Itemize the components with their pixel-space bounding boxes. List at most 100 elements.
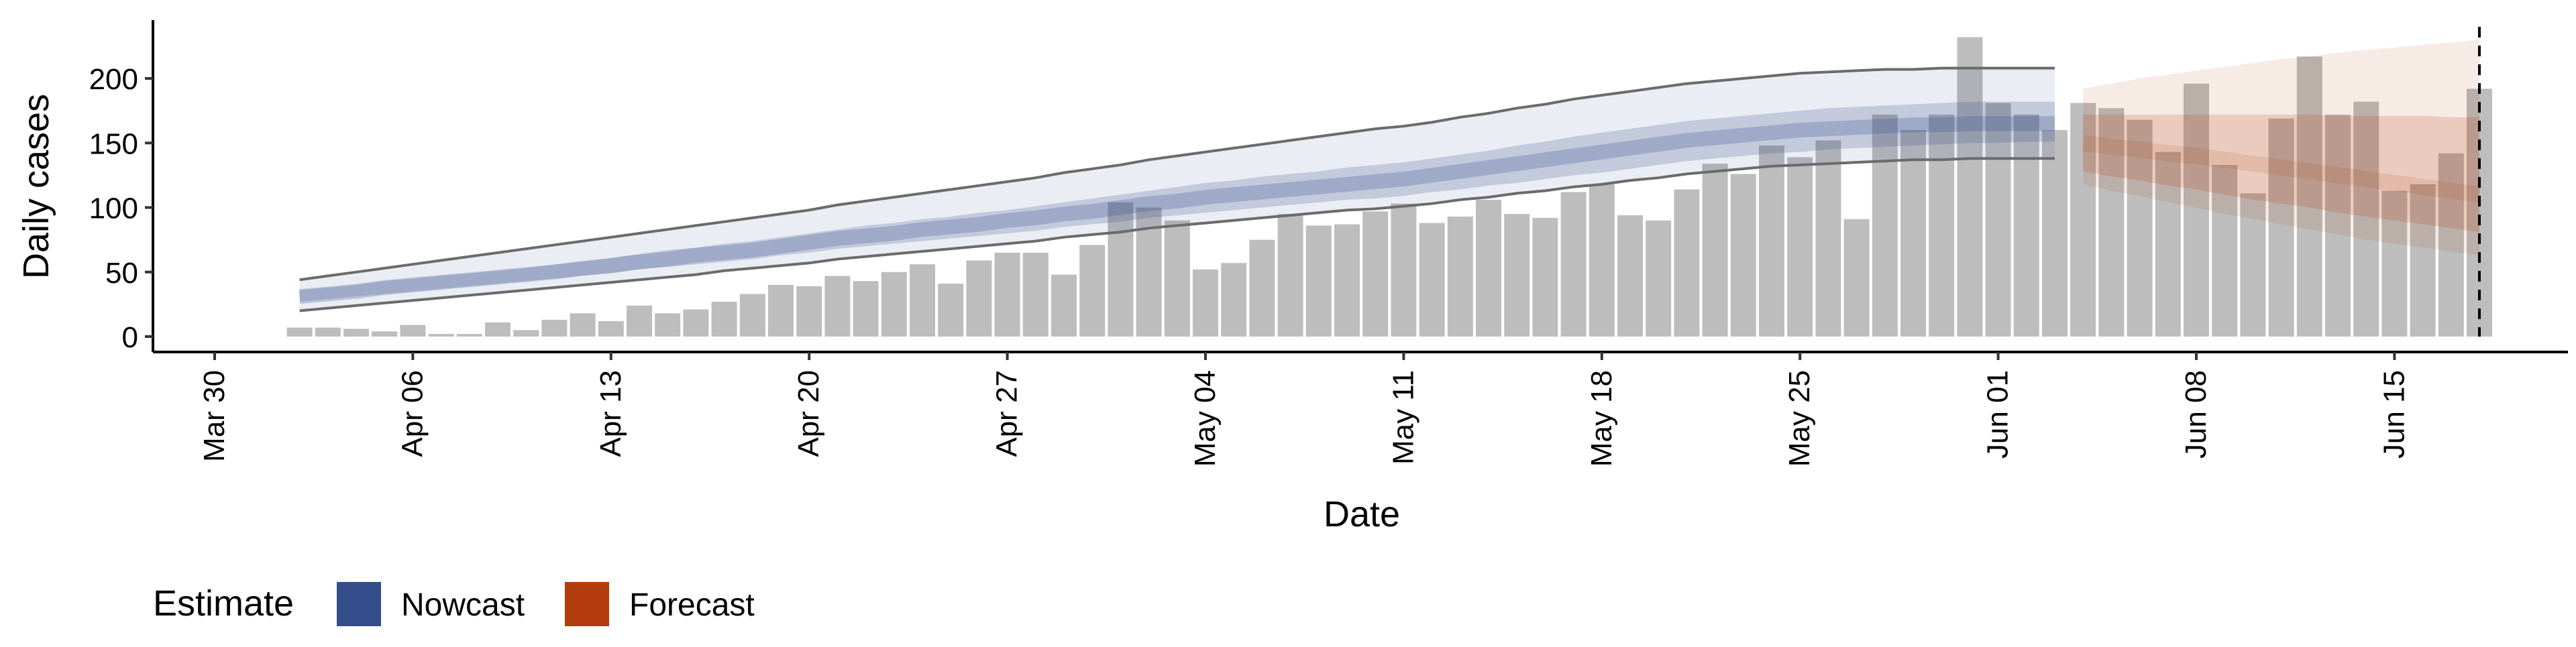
bar — [2013, 114, 2039, 337]
forecast-inner-band — [2083, 114, 2479, 233]
bar — [853, 281, 879, 337]
x-tick-label: Jun 01 — [1982, 370, 2015, 459]
legend-label-nowcast: Nowcast — [401, 587, 525, 623]
bar — [1617, 215, 1643, 337]
bar — [1305, 225, 1332, 337]
bar — [1646, 220, 1672, 337]
bar — [428, 334, 454, 337]
bar — [796, 286, 822, 337]
bar — [2212, 164, 2238, 337]
bar — [1532, 217, 1558, 337]
y-tick-label: 100 — [89, 192, 138, 225]
bar — [2296, 56, 2322, 337]
x-tick-label: Jun 08 — [2180, 370, 2212, 459]
bar — [1702, 164, 1728, 337]
y-tick-label: 150 — [89, 127, 138, 160]
bar — [1674, 189, 1700, 337]
bar — [1079, 245, 1106, 337]
bar — [372, 331, 398, 337]
legend-swatch-nowcast — [337, 582, 381, 626]
bar — [1815, 140, 1841, 337]
nowcast-inner-band — [299, 101, 2055, 302]
bar — [598, 320, 624, 337]
forecast-outer-band — [2083, 40, 2479, 255]
bar — [627, 305, 652, 337]
bar — [2127, 119, 2153, 337]
x-tick-label: May 11 — [1387, 370, 1419, 465]
bar — [966, 260, 992, 337]
bar — [2353, 101, 2379, 337]
bar — [1929, 114, 1955, 337]
bar — [400, 325, 426, 337]
bar — [1985, 103, 2011, 337]
bar — [513, 330, 539, 337]
nowcast-median-line — [299, 116, 2055, 304]
bar — [938, 284, 964, 337]
bar — [739, 294, 765, 337]
bar — [1787, 157, 1813, 337]
x-tick-label: May 25 — [1783, 370, 1816, 467]
y-tick-label: 200 — [89, 63, 138, 96]
bar — [1900, 130, 1926, 337]
bar — [1504, 214, 1530, 337]
legend-title: Estimate — [153, 583, 294, 624]
bar — [1476, 199, 1501, 337]
bar — [683, 309, 709, 337]
bar — [711, 302, 737, 337]
bar — [1249, 239, 1275, 337]
bar — [655, 313, 681, 337]
bar — [1022, 252, 1049, 337]
bar — [1277, 214, 1303, 337]
bar — [881, 272, 907, 337]
bar — [2325, 114, 2351, 337]
bar-group — [286, 37, 2492, 337]
bar — [1108, 202, 1134, 337]
x-tick-label: Apr 20 — [792, 370, 825, 457]
bar — [1164, 220, 1190, 337]
bar — [2098, 108, 2125, 337]
x-tick-label: Jun 15 — [2377, 370, 2410, 459]
bar — [1957, 37, 1983, 337]
bar — [2240, 193, 2266, 337]
bar — [994, 252, 1020, 337]
bar — [768, 285, 794, 337]
bar — [1759, 145, 1784, 337]
bar — [1589, 184, 1615, 337]
bar — [1447, 216, 1473, 337]
x-tick-label: May 18 — [1585, 370, 1618, 467]
y-axis-title: Daily cases — [16, 94, 56, 279]
bar — [2042, 130, 2068, 337]
bar — [315, 327, 341, 337]
bar — [2438, 153, 2464, 337]
nowcast-outer-band — [299, 68, 2055, 311]
bar — [2070, 103, 2096, 337]
bar — [910, 264, 935, 337]
bar — [1051, 274, 1077, 337]
bar — [1560, 192, 1587, 337]
x-tick-label: Mar 30 — [198, 370, 231, 462]
y-tick-label: 0 — [122, 321, 138, 354]
bar — [824, 276, 851, 337]
bar — [456, 334, 482, 337]
bar — [2410, 184, 2436, 337]
bar — [2155, 152, 2181, 337]
legend-label-forecast: Forecast — [629, 587, 755, 623]
bar — [1843, 219, 1870, 337]
x-tick-label: Apr 27 — [991, 370, 1024, 457]
bar — [2268, 118, 2294, 337]
bar — [343, 329, 369, 337]
bar — [1362, 211, 1389, 337]
bar — [1391, 203, 1417, 337]
bar — [1221, 263, 1247, 337]
y-tick-label: 50 — [105, 257, 138, 290]
bar — [1334, 224, 1360, 337]
x-tick-label: Apr 06 — [396, 370, 429, 457]
bar — [2184, 83, 2209, 337]
x-tick-label: May 04 — [1189, 370, 1222, 467]
bar — [570, 313, 596, 337]
nowcast-upper-line — [299, 66, 2055, 282]
bar — [541, 319, 568, 337]
bar — [1872, 114, 1898, 337]
